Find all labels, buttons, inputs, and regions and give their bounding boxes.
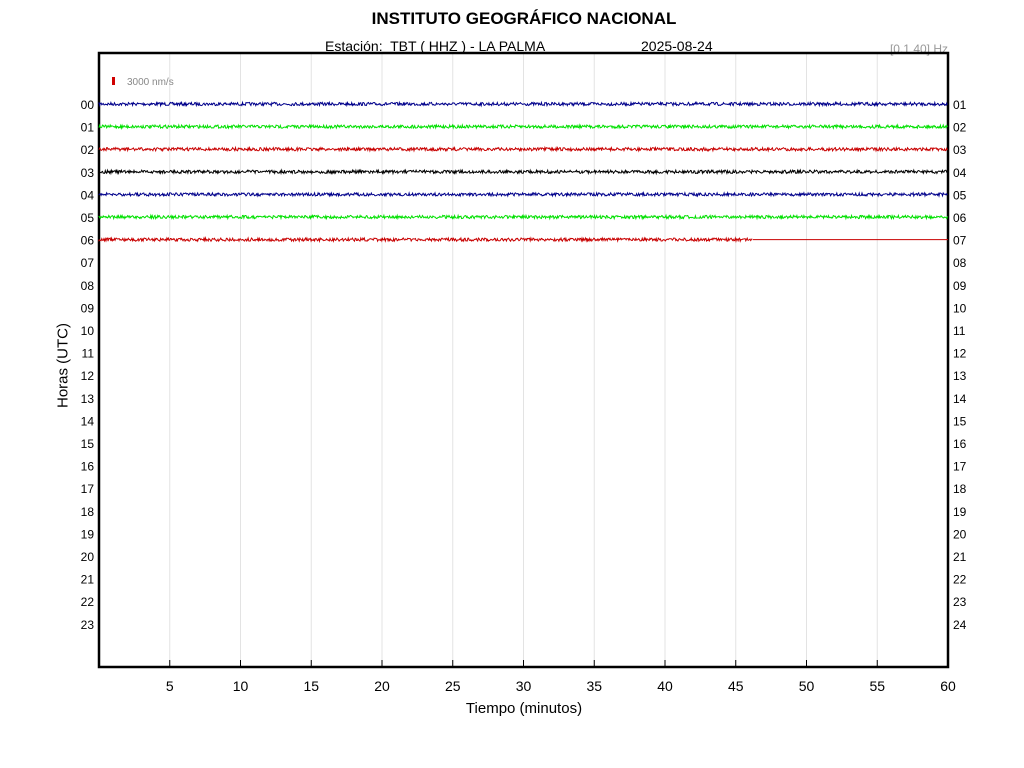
x-tick-label: 60 [940,678,956,694]
right-hour-label: 01 [953,98,967,112]
right-hour-label: 20 [953,527,967,541]
left-hour-label: 20 [81,550,95,564]
right-hour-label: 13 [953,369,967,383]
trace-hour-05 [98,213,948,221]
left-hour-label: 06 [81,234,95,248]
left-hour-label: 07 [81,256,95,270]
left-hour-label: 04 [81,188,95,202]
right-hour-label: 05 [953,188,967,202]
left-hour-label: 18 [81,505,95,519]
x-tick-label: 50 [799,678,815,694]
right-hour-label: 15 [953,414,967,428]
left-hour-label: 15 [81,437,95,451]
x-tick-label: 25 [445,678,461,694]
right-hour-label: 23 [953,595,967,609]
trace-hour-02 [98,145,948,153]
x-tick-label: 20 [374,678,390,694]
right-hour-label: 16 [953,437,967,451]
left-hour-label: 13 [81,392,95,406]
left-hour-label: 21 [81,573,95,587]
right-hour-label: 17 [953,460,967,474]
right-hour-label: 03 [953,143,967,157]
left-hour-label: 16 [81,460,95,474]
right-hour-label: 24 [953,618,967,632]
x-tick-label: 10 [233,678,249,694]
right-hour-label: 08 [953,256,967,270]
left-hour-label: 22 [81,595,95,609]
right-hour-label: 11 [953,324,966,338]
scale-bar [112,77,115,85]
date-label: 2025-08-24 [641,38,713,54]
right-hour-label: 06 [953,211,967,225]
left-hour-label: 00 [81,98,95,112]
left-hour-label: 23 [81,618,95,632]
x-tick-label: 5 [166,678,174,694]
x-tick-label: 15 [303,678,319,694]
right-hour-label: 18 [953,482,967,496]
left-hour-label: 09 [81,301,95,315]
x-tick-label: 30 [516,678,532,694]
station-label: Estación: TBT ( HHZ ) - LA PALMA [325,38,546,54]
trace-hour-03 [98,168,948,176]
left-hour-label: 02 [81,143,95,157]
right-hour-label: 12 [953,347,967,361]
right-hour-label: 07 [953,234,967,248]
y-axis-label: Horas (UTC) [54,323,72,408]
left-hour-label: 08 [81,279,95,293]
left-hour-label: 19 [81,527,95,541]
x-tick-label: 35 [586,678,602,694]
trace-hour-04 [98,190,948,198]
trace-hour-00 [98,100,948,108]
right-hour-label: 10 [953,301,967,315]
left-hour-label: 05 [81,211,95,225]
left-hour-label: 01 [81,121,95,135]
trace-hour-06 [98,236,753,244]
x-tick-label: 45 [728,678,744,694]
left-hour-label: 14 [81,414,95,428]
left-hour-label: 17 [81,482,95,496]
right-hour-label: 09 [953,279,967,293]
right-hour-label: 21 [953,550,967,564]
scale-label: 3000 nm/s [127,77,174,88]
x-tick-label: 40 [657,678,673,694]
left-hour-label: 11 [82,347,95,361]
right-hour-label: 02 [953,121,967,135]
chart-title: INSTITUTO GEOGRÁFICO NACIONAL [371,9,677,28]
right-hour-label: 04 [953,166,967,180]
x-axis-label: Tiempo (minutos) [465,700,583,717]
x-tick-label: 55 [869,678,885,694]
left-hour-label: 10 [81,324,95,338]
trace-hour-01 [98,123,948,131]
left-hour-label: 03 [81,166,95,180]
right-hour-label: 14 [953,392,967,406]
right-hour-label: 19 [953,505,967,519]
left-hour-label: 12 [81,369,95,383]
right-hour-label: 22 [953,573,967,587]
